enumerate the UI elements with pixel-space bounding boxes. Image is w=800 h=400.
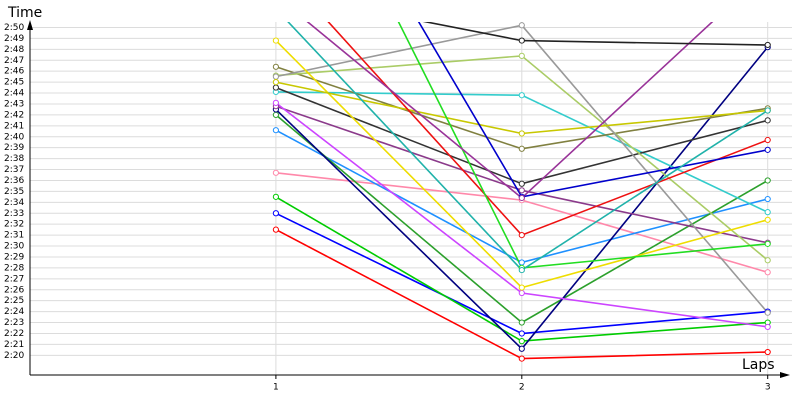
y-tick-label: 2:28 — [4, 263, 24, 273]
point — [518, 319, 525, 326]
point — [518, 259, 525, 266]
point — [518, 232, 525, 239]
point — [764, 216, 771, 223]
point — [764, 269, 771, 276]
point — [764, 195, 771, 203]
y-tick-label: 2:39 — [4, 143, 24, 153]
y-tick-label: 2:23 — [4, 318, 24, 328]
y-tick-label: 2:42 — [4, 110, 24, 120]
y-tick-label: 2:50 — [4, 23, 24, 33]
point — [272, 63, 280, 70]
grid — [30, 22, 792, 375]
point — [764, 177, 771, 184]
point — [764, 117, 771, 124]
x-tick-label: 2 — [519, 383, 525, 393]
point — [272, 79, 280, 86]
point — [764, 257, 771, 264]
y-tick-label: 2:21 — [4, 340, 24, 350]
y-tick-label: 2:30 — [4, 242, 24, 252]
point — [518, 180, 525, 187]
point — [518, 345, 525, 352]
point — [518, 187, 525, 194]
point — [764, 136, 771, 144]
point — [764, 146, 771, 153]
point — [518, 130, 525, 137]
point — [518, 338, 525, 345]
y-tick-label: 2:36 — [4, 176, 24, 186]
point — [273, 6, 278, 11]
x-axis-arrow — [780, 372, 790, 378]
y-tick-label: 2:33 — [4, 209, 24, 219]
point — [272, 169, 280, 176]
point — [764, 323, 771, 331]
point — [764, 309, 771, 316]
point — [272, 37, 280, 44]
x-axis-title: Laps — [742, 357, 775, 373]
axes: Time Laps 2:202:212:222:232:242:252:262:… — [4, 5, 790, 393]
y-axis-title: Time — [7, 5, 42, 21]
point — [764, 348, 771, 356]
y-tick-label: 2:32 — [4, 220, 24, 230]
point — [764, 107, 771, 114]
point — [272, 193, 280, 200]
y-tick-label: 2:25 — [4, 296, 24, 306]
point — [518, 289, 525, 297]
point — [272, 84, 280, 91]
lines — [272, 6, 771, 362]
y-tick-label: 2:24 — [4, 307, 24, 317]
y-tick-label: 2:48 — [4, 45, 24, 55]
point — [518, 145, 525, 152]
y-tick-label: 2:46 — [4, 67, 24, 77]
point — [272, 210, 280, 217]
point — [272, 111, 280, 118]
y-tick-label: 2:41 — [4, 121, 24, 131]
y-tick-label: 2:49 — [4, 34, 24, 44]
point — [518, 194, 525, 202]
point — [518, 355, 525, 362]
y-tick-label: 2:44 — [4, 89, 24, 99]
point — [764, 209, 771, 216]
point — [518, 284, 525, 291]
y-tick-label: 2:26 — [4, 285, 24, 295]
y-tick-label: 2:31 — [4, 231, 24, 241]
point — [764, 240, 771, 247]
y-tick-label: 2:20 — [4, 351, 24, 361]
point — [272, 99, 280, 106]
y-tick-label: 2:35 — [4, 187, 24, 197]
point — [518, 266, 525, 274]
y-tick-label: 2:34 — [4, 198, 24, 208]
y-tick-label: 2:45 — [4, 78, 24, 88]
point — [518, 92, 525, 99]
y-tick-label: 2:27 — [4, 274, 24, 284]
point — [272, 73, 280, 80]
point — [764, 41, 771, 49]
y-tick-label: 2:43 — [4, 99, 24, 109]
y-axis-arrow — [27, 20, 33, 30]
y-tick-label: 2:29 — [4, 252, 24, 262]
point — [518, 37, 525, 44]
point — [272, 127, 280, 134]
point — [518, 22, 525, 29]
point — [518, 330, 525, 337]
point — [272, 226, 280, 233]
y-tick-label: 2:40 — [4, 132, 24, 142]
point — [518, 52, 525, 59]
x-tick-label: 3 — [765, 383, 771, 393]
y-tick-label: 2:22 — [4, 329, 24, 339]
x-tick-label: 1 — [273, 383, 279, 393]
y-tick-label: 2:38 — [4, 154, 24, 164]
y-tick-label: 2:37 — [4, 165, 24, 175]
y-tick-label: 2:47 — [4, 56, 24, 66]
